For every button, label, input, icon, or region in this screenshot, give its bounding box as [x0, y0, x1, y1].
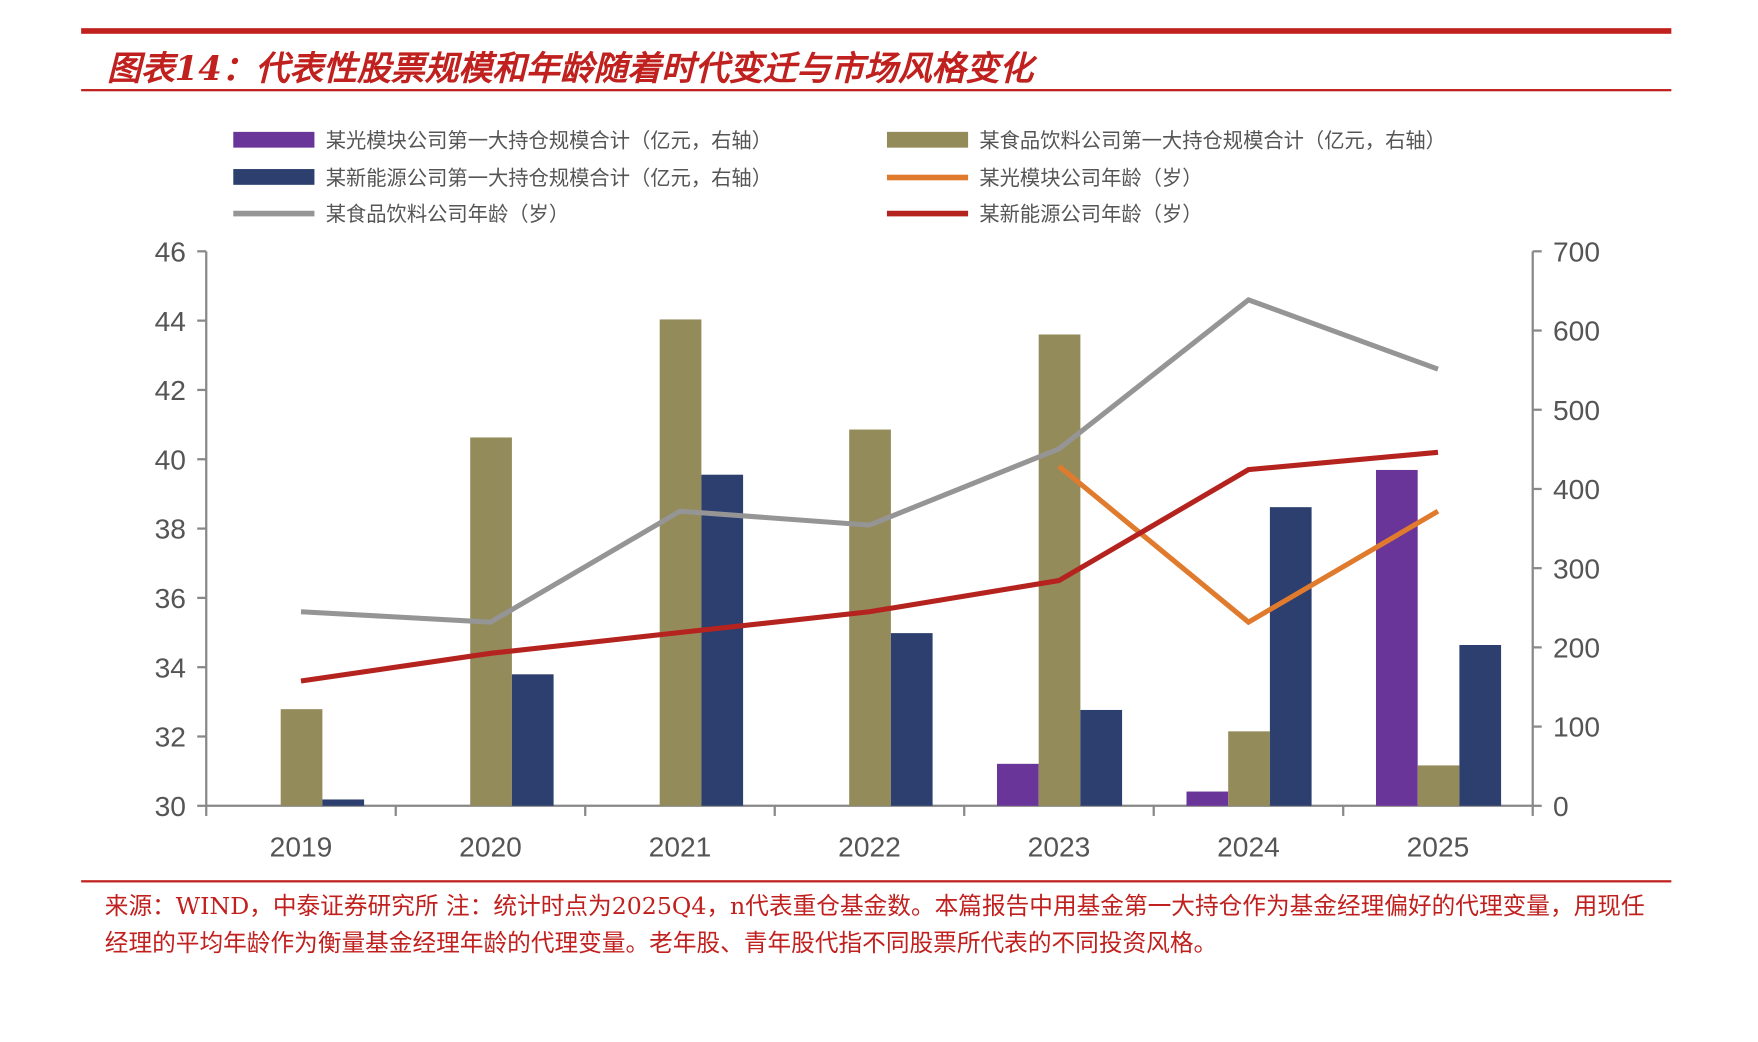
- right-tick-label: 0: [1553, 790, 1569, 822]
- figure-title: 图表14：代表性股票规模和年龄随着时代变迁与市场风格变化: [107, 49, 1034, 90]
- legend-label: 某光模块公司年龄（岁）: [979, 166, 1203, 191]
- left-tick-label: 42: [155, 374, 186, 406]
- legend-item: 某光模块公司第一大持仓规模合计（亿元，右轴）: [233, 125, 772, 154]
- footer-rule: [81, 880, 1672, 882]
- bar-2021: [701, 474, 744, 806]
- bar-2024: [1228, 731, 1270, 806]
- bar-2023: [996, 763, 1039, 806]
- left-tick-label: 40: [155, 443, 186, 475]
- left-tick-label: 32: [155, 721, 186, 753]
- x-tick-label: 2020: [459, 831, 522, 863]
- bar-2019: [280, 709, 323, 806]
- right-tick-label: 200: [1553, 632, 1600, 664]
- legend-swatch: [233, 131, 315, 148]
- x-tick-label: 2021: [649, 831, 712, 863]
- legend-swatch: [886, 210, 969, 216]
- right-tick-label: 100: [1553, 711, 1600, 743]
- x-tick-label: 2023: [1028, 831, 1091, 863]
- line-series-2: [300, 449, 1439, 684]
- right-tick-label: 600: [1553, 315, 1600, 347]
- left-tick-label: 44: [155, 305, 186, 337]
- legend-swatch: [886, 131, 969, 148]
- bar-2022: [890, 633, 933, 806]
- right-tick-label: 300: [1553, 552, 1600, 584]
- bar-2024: [1269, 507, 1312, 806]
- bar-2025: [1375, 469, 1418, 806]
- legend-label: 某食品饮料公司年龄（岁）: [325, 202, 570, 227]
- bar-2025: [1459, 645, 1502, 806]
- legend-swatch: [886, 174, 969, 180]
- legend-swatch: [233, 210, 315, 216]
- left-tick-label: 38: [155, 513, 186, 545]
- right-tick-label: 400: [1553, 473, 1600, 505]
- legend-item: 某新能源公司年龄（岁）: [886, 198, 1203, 227]
- left-tick-label: 36: [155, 582, 186, 614]
- source-note: 来源：WIND，中泰证券研究所 注：统计时点为2025Q4，n代表重仓基金数。本…: [104, 892, 1645, 957]
- right-tick-label: 700: [1553, 235, 1600, 267]
- legend-item: 某食品饮料公司第一大持仓规模合计（亿元，右轴）: [886, 125, 1446, 154]
- bar-2023: [1080, 709, 1123, 806]
- plot-area: 30 32 34 36 38 40 42 44 46 0 100 200 300 400 500 600 700…: [155, 235, 1600, 863]
- left-tick-label: 46: [155, 235, 186, 267]
- right-tick-label: 500: [1553, 394, 1600, 426]
- bar-2021: [659, 319, 702, 806]
- legend-swatch: [233, 169, 315, 185]
- line-series-1: [300, 296, 1439, 625]
- bar-2022: [849, 429, 891, 806]
- legend-label: 某新能源公司第一大持仓规模合计（亿元，右轴）: [325, 166, 772, 191]
- left-tick-label: 30: [155, 790, 186, 822]
- bar-2024: [1186, 791, 1229, 806]
- x-tick-label: 2024: [1217, 831, 1280, 863]
- x-tick-label: 2025: [1407, 831, 1470, 863]
- bar-2020: [511, 674, 554, 806]
- top-rule: [81, 28, 1672, 34]
- legend-label: 某光模块公司第一大持仓规模合计（亿元，右轴）: [325, 129, 772, 154]
- bar-2019: [322, 799, 365, 806]
- line-series-0: [1057, 464, 1440, 626]
- left-tick-label: 34: [155, 651, 186, 683]
- legend-item: 某食品饮料公司年龄（岁）: [233, 198, 569, 227]
- x-tick-label: 2019: [270, 831, 333, 863]
- title-rule: [81, 89, 1672, 91]
- legend-label: 某食品饮料公司第一大持仓规模合计（亿元，右轴）: [979, 129, 1446, 154]
- x-tick-label: 2022: [838, 831, 901, 863]
- legend-label: 某新能源公司年龄（岁）: [979, 202, 1203, 227]
- legend-item: 某光模块公司年龄（岁）: [886, 162, 1203, 191]
- legend-item: 某新能源公司第一大持仓规模合计（亿元，右轴）: [233, 162, 772, 191]
- bar-2025: [1417, 765, 1460, 806]
